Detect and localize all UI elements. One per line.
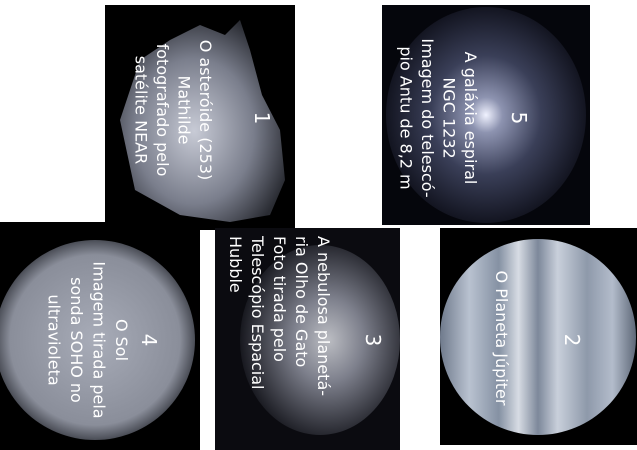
panel-number: 5 bbox=[507, 112, 531, 125]
caption-line: ria Olho de Gato bbox=[292, 236, 311, 367]
caption-line: Hubble bbox=[226, 236, 245, 293]
panel-number: 1 bbox=[250, 112, 274, 125]
caption-line: O Sol bbox=[112, 319, 131, 361]
asteroid bbox=[120, 20, 285, 222]
caption-line: Imagem tirada pela bbox=[90, 261, 109, 418]
jupiter bbox=[440, 239, 636, 435]
caption-line: ultravioleta bbox=[45, 294, 64, 385]
caption-line: satélite NEAR bbox=[132, 56, 151, 165]
caption-line: pio Antu de 8,2 m bbox=[397, 46, 416, 189]
caption-line: Foto tirada pelo bbox=[270, 236, 289, 362]
nebula bbox=[240, 245, 400, 435]
caption-line: NGC 1232 bbox=[440, 77, 459, 158]
caption-line: sonda SOHO no bbox=[67, 277, 86, 403]
caption-line: fotografado pelo bbox=[153, 44, 172, 177]
panel-number: 3 bbox=[361, 334, 385, 347]
caption-line: A nebulosa planetá- bbox=[314, 236, 333, 396]
caption-line: O Planeta Júpiter bbox=[492, 271, 511, 406]
caption-line: A galáxia espiral bbox=[461, 52, 480, 185]
sun bbox=[0, 240, 195, 440]
caption-line: Imagem do telescó- bbox=[418, 38, 437, 197]
panel-number: 2 bbox=[560, 334, 584, 347]
galaxy bbox=[386, 7, 586, 223]
caption-line: O asteróide (253) bbox=[196, 40, 215, 181]
caption-line: Telescópio Espacial bbox=[248, 235, 267, 389]
panel-number: 4 bbox=[137, 334, 161, 347]
caption-line: Mathilde bbox=[175, 76, 194, 145]
